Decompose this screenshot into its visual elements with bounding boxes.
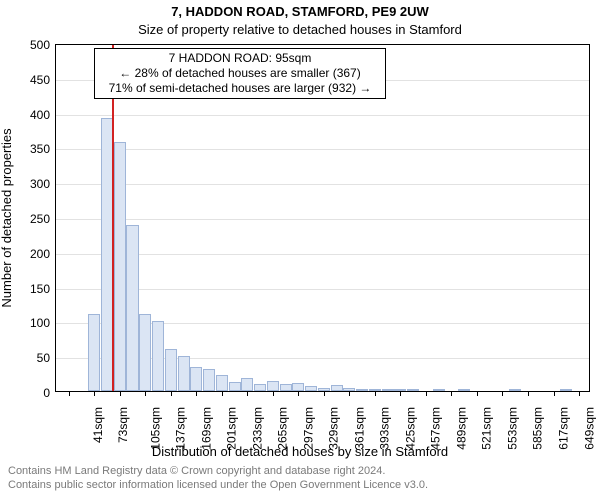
page-title: 7, HADDON ROAD, STAMFORD, PE9 2UW — [0, 4, 600, 19]
x-tick — [554, 391, 555, 396]
credits-line-2: Contains public sector information licen… — [8, 479, 428, 493]
x-tick-label: 41sqm — [91, 407, 105, 443]
x-tick — [196, 391, 197, 396]
annotation-line-1: 7 HADDON ROAD: 95sqm — [101, 51, 379, 66]
histogram-bar — [267, 381, 279, 391]
histogram-bar — [305, 386, 317, 391]
x-tick — [451, 391, 452, 396]
page-subtitle: Size of property relative to detached ho… — [0, 22, 600, 37]
histogram-bar — [139, 314, 151, 391]
x-tick — [222, 391, 223, 396]
x-tick — [579, 391, 580, 396]
x-tick — [298, 391, 299, 396]
histogram-bar — [165, 349, 177, 391]
gridline — [56, 184, 589, 185]
x-tick-label: 73sqm — [116, 407, 130, 443]
y-tick-label: 200 — [30, 247, 56, 261]
x-tick — [349, 391, 350, 396]
y-tick-label: 250 — [30, 212, 56, 226]
histogram-bar — [292, 383, 304, 391]
gridline — [56, 115, 589, 116]
histogram-bar — [88, 314, 100, 391]
histogram-bar — [254, 384, 266, 391]
credits: Contains HM Land Registry data © Crown c… — [8, 465, 428, 493]
y-axis-label: Number of detached properties — [0, 128, 14, 307]
y-tick-label: 150 — [30, 282, 56, 296]
histogram-bar — [331, 385, 343, 391]
histogram-bar — [382, 389, 394, 391]
annotation-line-2: ← 28% of detached houses are smaller (36… — [101, 66, 379, 81]
x-tick — [426, 391, 427, 396]
histogram-bar — [241, 378, 253, 391]
annotation-line-3: 71% of semi-detached houses are larger (… — [101, 81, 379, 96]
y-tick-label: 400 — [30, 108, 56, 122]
histogram-bar — [126, 225, 138, 391]
x-tick — [247, 391, 248, 396]
histogram-bar — [280, 384, 292, 391]
x-tick — [171, 391, 172, 396]
x-tick — [273, 391, 274, 396]
histogram-bar — [458, 389, 470, 391]
histogram-bar — [178, 356, 190, 391]
y-tick-label: 500 — [30, 38, 56, 52]
histogram-bar — [203, 369, 215, 391]
x-axis-label: Distribution of detached houses by size … — [0, 444, 600, 459]
x-tick — [120, 391, 121, 396]
y-tick-label: 350 — [30, 142, 56, 156]
annotation-box: 7 HADDON ROAD: 95sqm ← 28% of detached h… — [94, 48, 386, 99]
x-tick — [528, 391, 529, 396]
histogram-bar — [190, 367, 202, 391]
x-tick — [502, 391, 503, 396]
x-tick — [69, 391, 70, 396]
histogram-bar — [229, 382, 241, 391]
histogram-bar — [356, 389, 368, 391]
y-tick-label: 50 — [37, 351, 56, 365]
credits-line-1: Contains HM Land Registry data © Crown c… — [8, 465, 428, 479]
histogram-bar — [114, 142, 126, 391]
y-tick-label: 100 — [30, 316, 56, 330]
histogram-bar — [433, 389, 445, 391]
histogram-bar — [216, 375, 228, 391]
x-tick — [477, 391, 478, 396]
y-tick-label: 0 — [43, 386, 56, 400]
x-tick — [324, 391, 325, 396]
x-tick — [145, 391, 146, 396]
chart-root: 7, HADDON ROAD, STAMFORD, PE9 2UW Size o… — [0, 0, 600, 500]
gridline — [56, 219, 589, 220]
x-tick — [375, 391, 376, 396]
y-tick-label: 450 — [30, 73, 56, 87]
x-tick — [400, 391, 401, 396]
histogram-bar — [509, 389, 521, 391]
histogram-bar — [152, 321, 164, 391]
histogram-bar — [560, 389, 572, 391]
histogram-bar — [407, 389, 419, 391]
x-tick — [94, 391, 95, 396]
y-tick-label: 300 — [30, 177, 56, 191]
gridline — [56, 149, 589, 150]
